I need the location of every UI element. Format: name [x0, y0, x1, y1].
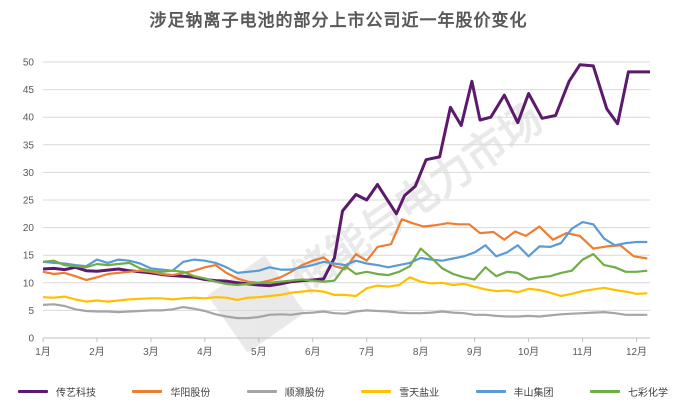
y-tick-label: 30	[23, 168, 35, 179]
legend-label: 丰山集团	[513, 387, 554, 399]
legend-label: 雪天盐业	[399, 387, 440, 399]
grid-lines	[43, 61, 650, 339]
legend-item: 七彩化学	[589, 382, 668, 400]
legend-item: 华阳股份	[132, 382, 210, 400]
legend-swatch	[18, 389, 48, 393]
series-line-1	[42, 63, 650, 288]
series-line-6	[42, 247, 648, 287]
x-tick-label: 3月	[143, 346, 159, 358]
x-tick-label: 12月	[626, 346, 647, 358]
x-tick-label: 1月	[35, 346, 51, 358]
legend-item: 雪天盐业	[361, 382, 439, 400]
x-tick-label: 5月	[251, 346, 267, 358]
legend-swatch	[246, 389, 277, 393]
legend-swatch	[132, 389, 163, 393]
legend-swatch	[589, 389, 620, 393]
x-axis: 1月 2月 3月 4月 5月 6月 7月 8月 9月 10月 11月 12月	[35, 337, 650, 358]
x-tick-label: 11月	[572, 346, 592, 358]
legend-item: 传艺科技	[18, 382, 96, 400]
legend-label: 华阳股份	[170, 387, 211, 399]
x-tick-label: 9月	[467, 346, 483, 358]
y-tick-label: 45	[23, 85, 35, 96]
y-tick-label: 15	[23, 251, 35, 262]
y-tick-label: 35	[23, 140, 35, 151]
series-lines	[42, 63, 650, 320]
legend-item: 丰山集团	[475, 382, 554, 400]
legend-label: 七彩化学	[627, 387, 668, 399]
y-tick-label: 0	[28, 334, 34, 345]
legend-label: 传艺科技	[56, 387, 96, 399]
legend-label: 顺灏股份	[284, 387, 325, 399]
x-tick-label: 2月	[89, 346, 105, 358]
x-tick-label: 4月	[197, 346, 213, 358]
y-axis: 0 5 10 15 20 25 30 35 40 45 50	[23, 58, 35, 345]
y-tick-label: 50	[23, 58, 35, 69]
x-tick-label: 6月	[305, 346, 321, 358]
x-tick-label: 10月	[518, 346, 539, 358]
y-tick-label: 25	[23, 196, 35, 207]
y-tick-label: 40	[23, 113, 35, 124]
legend-swatch	[475, 389, 506, 393]
chart-title: 涉足钠离子电池的部分上市公司近一年股价变化	[149, 11, 528, 31]
y-tick-label: 5	[28, 306, 34, 317]
series-line-3	[42, 303, 648, 320]
series-line-4	[42, 276, 648, 303]
series-line-5	[42, 221, 648, 274]
x-tick-label: 8月	[413, 346, 429, 358]
y-tick-label: 10	[23, 278, 35, 289]
chart-legend: 传艺科技 华阳股份 顺灏股份 雪天盐业 丰山集团 七彩化学	[18, 382, 668, 400]
x-tick-label: 7月	[359, 346, 375, 358]
legend-swatch	[361, 389, 392, 393]
y-tick-label: 20	[23, 223, 35, 234]
legend-item: 顺灏股份	[246, 382, 325, 400]
